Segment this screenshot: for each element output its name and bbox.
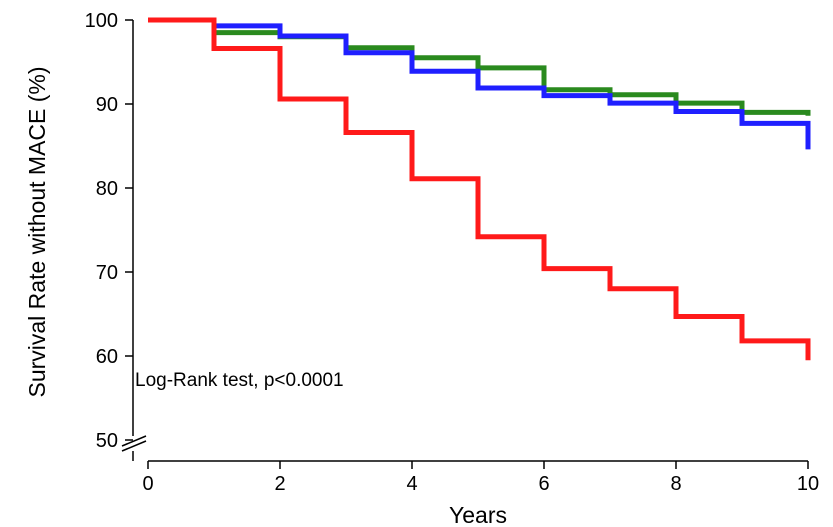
x-tick-label: 2 xyxy=(274,473,285,495)
y-tick-label: 90 xyxy=(96,94,118,116)
series-layer xyxy=(148,17,811,361)
y-axis-title: Survival Rate without MACE (%) xyxy=(24,66,50,397)
y-axis-break-mark-2 xyxy=(121,440,147,452)
y-tick-label: 80 xyxy=(96,178,118,200)
x-tick-label: 0 xyxy=(142,473,153,495)
y-tick-label: 70 xyxy=(96,262,118,284)
y-tick-label: 50 xyxy=(96,430,118,452)
y-axis-break-mark-1 xyxy=(121,435,147,447)
x-tick-label: 8 xyxy=(670,473,681,495)
y-ticks: 50 60 70 80 90 100 xyxy=(85,10,133,452)
axes xyxy=(121,20,808,462)
survival-curve-3 xyxy=(148,17,811,361)
x-ticks: 0 2 4 6 8 10 xyxy=(142,461,819,495)
survival-curve-1 xyxy=(148,17,811,116)
x-tick-label: 4 xyxy=(406,473,417,495)
x-tick-label: 10 xyxy=(797,473,819,495)
log-rank-annotation: Log-Rank test, p<0.0001 xyxy=(135,370,344,391)
x-axis-title: Years xyxy=(449,502,507,527)
y-tick-label: 100 xyxy=(85,10,118,32)
x-tick-label: 6 xyxy=(538,473,549,495)
survival-curve-2 xyxy=(148,17,811,150)
y-tick-label: 60 xyxy=(96,346,118,368)
